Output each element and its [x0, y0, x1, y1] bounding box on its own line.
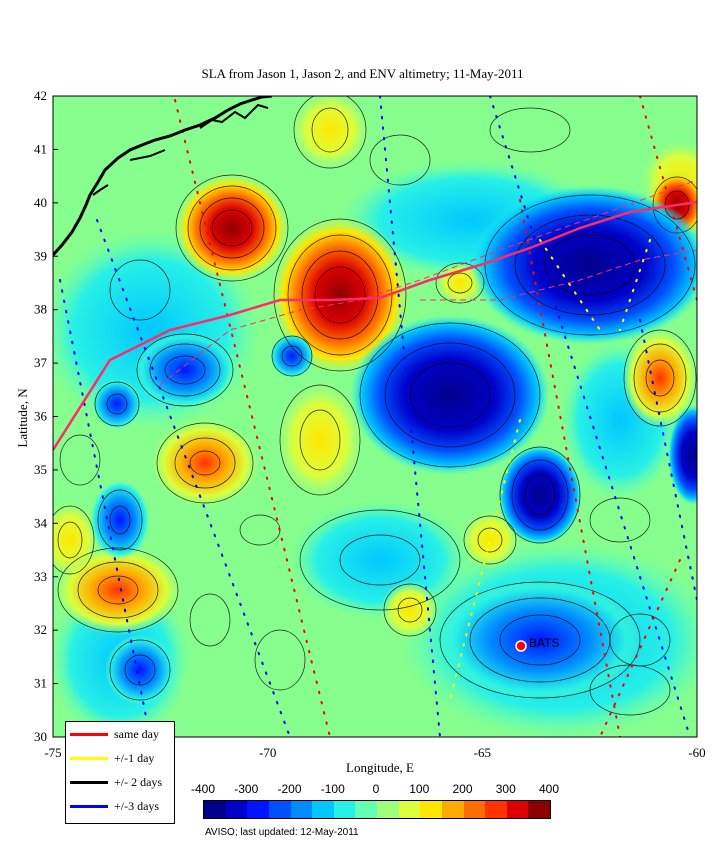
plot-title: SLA from Jason 1, Jason 2, and ENV altim…: [201, 66, 524, 81]
colorbar-swatch: [398, 801, 421, 818]
x-tick-label: -65: [474, 745, 491, 760]
colorbar-swatch: [463, 801, 486, 818]
bats-marker: [515, 640, 527, 652]
colorbar-tick-label: -200: [277, 782, 302, 796]
colorbar-tick-label: 100: [409, 782, 430, 796]
colorbar: [203, 800, 551, 819]
colorbar-swatch: [204, 801, 226, 818]
colorbar-swatch: [441, 801, 464, 818]
colorbar-tick-label: -400: [190, 782, 216, 796]
legend-item-2-days: +/- 2 days: [70, 773, 162, 791]
field-layer: [53, 96, 697, 737]
colorbar-tick-label: 400: [538, 782, 560, 796]
x-tick-label: -75: [44, 745, 61, 760]
satellite-tracks: [59, 96, 697, 737]
colorbar-swatch: [528, 801, 550, 818]
colorbar-swatch: [355, 801, 377, 818]
legend-item-same-day: same day: [70, 725, 159, 743]
y-tick-label: 31: [34, 676, 47, 691]
legend-swatch: [70, 756, 108, 760]
y-tick-label: 33: [34, 569, 47, 584]
bats-label: BATS: [529, 636, 560, 650]
legend-swatch: [70, 804, 108, 808]
colorbar-tick-label: -300: [234, 782, 259, 796]
gulf-stream-envelope-south: [420, 249, 697, 301]
colorbar-swatch: [377, 801, 399, 818]
y-tick-label: 34: [34, 515, 48, 530]
colorbar-tick-label: 0: [372, 782, 380, 796]
y-tick-label: 40: [34, 195, 47, 210]
y-tick-label: 35: [34, 462, 47, 477]
x-axis-label: Longitude, E: [346, 760, 414, 775]
colorbar-swatch: [268, 801, 291, 818]
colorbar-swatch: [312, 801, 334, 818]
colorbar-swatch: [420, 801, 442, 818]
y-tick-label: 39: [34, 248, 47, 263]
x-tick-label: -70: [259, 745, 276, 760]
legend-label: +/- 2 days: [114, 774, 163, 789]
colorbar-tick-label: -100: [320, 782, 345, 796]
y-tick-label: 42: [34, 88, 47, 103]
colorbar-swatch: [247, 801, 269, 818]
colorbar-tick-label: 300: [495, 782, 516, 796]
colorbar-swatch: [225, 801, 248, 818]
y-axis-ticks: 42 41 40 39 38 37 36 35 34 33 32 31 30: [34, 88, 58, 744]
legend-label: +/-3 days: [114, 798, 160, 813]
y-tick-label: 38: [34, 302, 47, 317]
colorbar-swatch: [485, 801, 507, 818]
legend-label: same day: [114, 726, 159, 741]
coastline: [53, 96, 273, 257]
x-tick-label: -60: [688, 745, 705, 760]
legend-swatch: [70, 732, 108, 736]
coastline-islands: [92, 103, 269, 196]
contour-lines: [53, 96, 697, 716]
colorbar-swatch: [506, 801, 529, 818]
y-tick-label: 32: [34, 622, 47, 637]
x-axis-ticks: -75 -70 -65 -60: [44, 745, 705, 760]
track-legend: same day +/-1 day +/- 2 days +/-3 days: [65, 721, 175, 824]
legend-swatch: [70, 780, 108, 784]
legend-item-1-day: +/-1 day: [70, 749, 154, 767]
colorbar-tick-label: 200: [452, 782, 473, 796]
y-axis-label: Latitude, N: [15, 388, 30, 448]
legend-item-3-days: +/-3 days: [70, 797, 159, 815]
y-tick-label: 30: [34, 729, 47, 744]
y-tick-label: 41: [34, 141, 47, 156]
gulf-stream-path: [53, 200, 697, 451]
gulf-stream-envelope-north: [159, 179, 697, 386]
colorbar-swatch: [290, 801, 313, 818]
legend-label: +/-1 day: [114, 750, 155, 765]
y-tick-label: 36: [34, 409, 48, 424]
y-tick-label: 37: [34, 355, 48, 370]
colorbar-swatch: [333, 801, 356, 818]
credit-text: AVISO; last updated: 12-May-2011: [205, 827, 359, 838]
